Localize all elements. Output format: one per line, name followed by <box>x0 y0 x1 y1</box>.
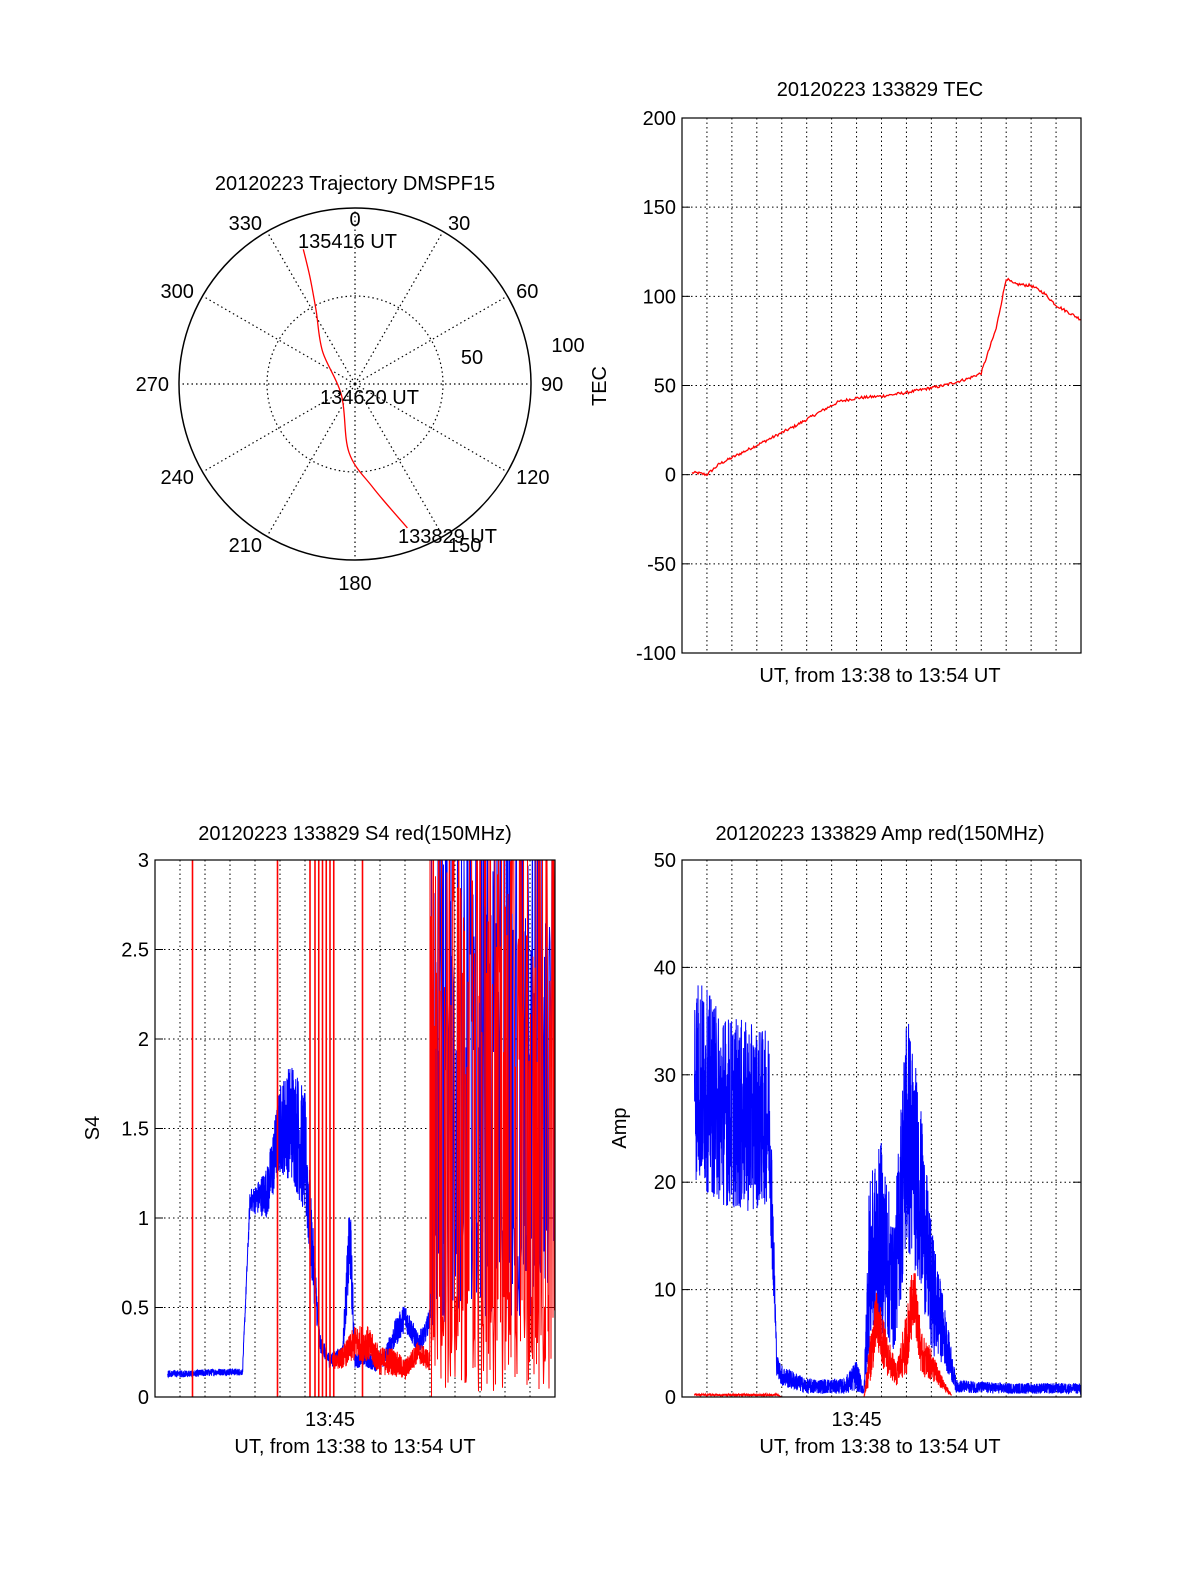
azimuth-label: 330 <box>229 213 262 235</box>
y-tick-label: 200 <box>643 108 676 130</box>
y-tick-label: -50 <box>647 554 676 576</box>
amp-y-label: Amp <box>609 1107 631 1148</box>
tec-title: 20120223 133829 TEC <box>777 79 983 101</box>
y-tick-label: 0 <box>138 1387 149 1409</box>
amp-x-label: UT, from 13:38 to 13:54 UT <box>759 1436 1000 1458</box>
amp-plot-frame <box>681 859 1082 1398</box>
trajectory-title: 20120223 Trajectory DMSPF15 <box>215 173 495 195</box>
azimuth-label: 240 <box>161 467 194 489</box>
y-tick-label: 100 <box>643 286 676 308</box>
y-tick-label: 30 <box>654 1065 676 1087</box>
polar-spoke <box>354 295 508 385</box>
azimuth-label: 120 <box>516 467 549 489</box>
y-tick-label: 150 <box>643 197 676 219</box>
trajectory-panel: 20120223 Trajectory DMSPF15 0 30 60 90 120 15… <box>136 173 585 595</box>
azimuth-labels: 0 30 60 90 120 150 180 210 240 270 300 330 <box>136 209 564 595</box>
blue-series-line <box>693 985 1081 1396</box>
tec-grid <box>682 117 1081 654</box>
y-tick-label: 50 <box>654 376 676 398</box>
polar-ring-50 <box>266 295 444 473</box>
tec-series-line <box>691 277 1082 477</box>
y-tick-label: 0 <box>665 465 676 487</box>
amp-series <box>693 985 1081 1397</box>
s4-series <box>167 860 555 1397</box>
s4-x-label: UT, from 13:38 to 13:54 UT <box>234 1436 475 1458</box>
blue-series-line <box>167 860 555 1379</box>
s4-title: 20120223 133829 S4 red(150MHz) <box>198 823 512 845</box>
y-tick-label: 2.5 <box>121 940 149 962</box>
azimuth-label: 30 <box>448 213 470 235</box>
y-tick-label: 0 <box>665 1387 676 1409</box>
time-label-end: 135416 UT <box>298 231 397 253</box>
azimuth-label: 180 <box>338 573 371 595</box>
y-tick-label: 0.5 <box>121 1298 149 1320</box>
s4-panel: 20120223 133829 S4 red(150MHz) 0 0.5 1 1.5 2… <box>82 823 556 1458</box>
time-label-mid: 134620 UT <box>320 387 419 409</box>
y-tick-label: -100 <box>636 643 676 665</box>
amp-y-tick-labels: 0 10 20 30 40 50 <box>654 850 676 1409</box>
radial-label-50: 50 <box>461 347 483 369</box>
azimuth-label: 90 <box>541 374 563 396</box>
s4-y-tick-labels: 0 0.5 1 1.5 2 2.5 3 <box>121 850 149 1409</box>
radial-label-100: 100 <box>551 335 584 357</box>
tec-panel: 20120223 133829 TEC -100-50050100150200 … <box>589 79 1082 687</box>
tec-y-label: TEC <box>589 366 611 406</box>
azimuth-label: 300 <box>161 281 194 303</box>
trajectory-line <box>302 249 408 529</box>
s4-y-label: S4 <box>82 1116 104 1140</box>
y-tick-label: 40 <box>654 957 676 979</box>
s4-plot-frame <box>154 859 556 1398</box>
amp-x-tick-label: 13:45 <box>832 1409 882 1431</box>
azimuth-label: 60 <box>516 281 538 303</box>
polar-grid <box>178 207 532 561</box>
azimuth-label: 270 <box>136 374 169 396</box>
y-tick-label: 1.5 <box>121 1119 149 1141</box>
tec-x-label: UT, from 13:38 to 13:54 UT <box>759 665 1000 687</box>
red-series-line <box>332 860 555 1397</box>
tec-y-tick-labels: -100 -50 0 50 100 150 200 <box>636 108 676 665</box>
azimuth-label: 150 <box>448 535 481 557</box>
polar-spoke <box>202 295 356 385</box>
time-label-start: 133829 UT <box>398 526 497 548</box>
y-tick-label: 10 <box>654 1280 676 1302</box>
tec-plot-frame <box>681 117 1082 654</box>
amp-title: 20120223 133829 Amp red(150MHz) <box>715 823 1044 845</box>
azimuth-label: 0 <box>349 209 360 231</box>
polar-spoke <box>266 231 356 385</box>
y-tick-label: 3 <box>138 850 149 872</box>
y-tick-label: 1 <box>138 1208 149 1230</box>
y-tick-label: 20 <box>654 1172 676 1194</box>
y-tick-label: 50 <box>654 850 676 872</box>
s4-x-tick-label: 13:45 <box>305 1409 355 1431</box>
amp-panel: 20120223 133829 Amp red(150MHz) 0 10 20 30 4… <box>609 823 1082 1458</box>
y-tick-label: 2 <box>138 1029 149 1051</box>
red-series-line <box>693 1273 952 1397</box>
azimuth-label: 210 <box>229 535 262 557</box>
